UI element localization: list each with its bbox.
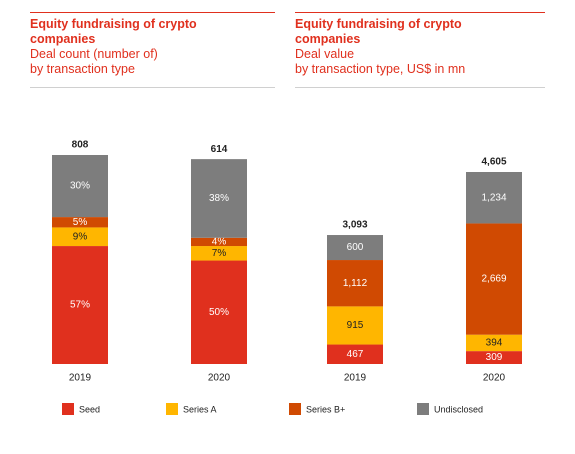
data-label: 1,112 [343,278,368,289]
bar-segment [52,246,108,364]
x-tick-label: 2020 [483,373,506,384]
data-label: 309 [486,352,503,363]
legend-label: Undisclosed [434,404,483,414]
chart-subtitle: Deal count (number of) by transaction ty… [30,47,158,76]
bar-segment [52,227,108,247]
data-label: 50% [209,307,229,318]
legend-label: Series A [183,404,217,414]
bar-segment [191,246,247,261]
legend-label: Seed [79,404,100,414]
data-label: 30% [70,181,90,192]
bar-segment [191,159,247,238]
x-tick-label: 2019 [69,373,92,384]
total-label: 614 [211,144,228,155]
data-label: 467 [347,349,364,360]
data-label: 600 [347,242,364,253]
data-label: 394 [486,338,503,349]
bar-segment [466,334,522,352]
data-label: 915 [347,320,364,331]
data-label: 38% [209,193,229,204]
bar-segment [191,237,247,247]
chart-title: Equity fundraising of crypto companies [295,17,462,46]
legend-swatch [62,403,74,415]
bar-segment [327,235,383,261]
bar-segment [466,172,522,224]
data-label: 9% [73,231,88,242]
total-label: 808 [72,140,89,151]
chart-title: Equity fundraising of crypto companies [30,17,197,46]
legend-swatch [417,403,429,415]
bar-segment [191,260,247,364]
bar-segment [466,351,522,364]
chart-subtitle: Deal value by transaction type, US$ in m… [295,47,466,76]
data-label: 2,669 [481,274,506,285]
bar-segment [327,260,383,307]
data-label: 1,234 [481,192,506,203]
x-tick-label: 2019 [344,373,367,384]
data-label: 57% [70,300,90,311]
data-label: 5% [73,217,88,228]
legend-swatch [289,403,301,415]
data-label: 4% [212,237,227,248]
bar-segment [327,306,383,345]
legend-swatch [166,403,178,415]
bar-segment [466,223,522,335]
total-label: 4,605 [481,157,506,168]
left-header: Equity fundraising of crypto companies D… [30,12,275,88]
bar-segment [52,217,108,228]
bar-segment [52,155,108,218]
bar-segment [327,344,383,364]
legend-label: Series B+ [306,404,345,414]
x-tick-label: 2020 [208,373,231,384]
total-label: 3,093 [342,220,367,231]
right-header: Equity fundraising of crypto companies D… [295,12,545,88]
data-label: 7% [212,248,227,259]
